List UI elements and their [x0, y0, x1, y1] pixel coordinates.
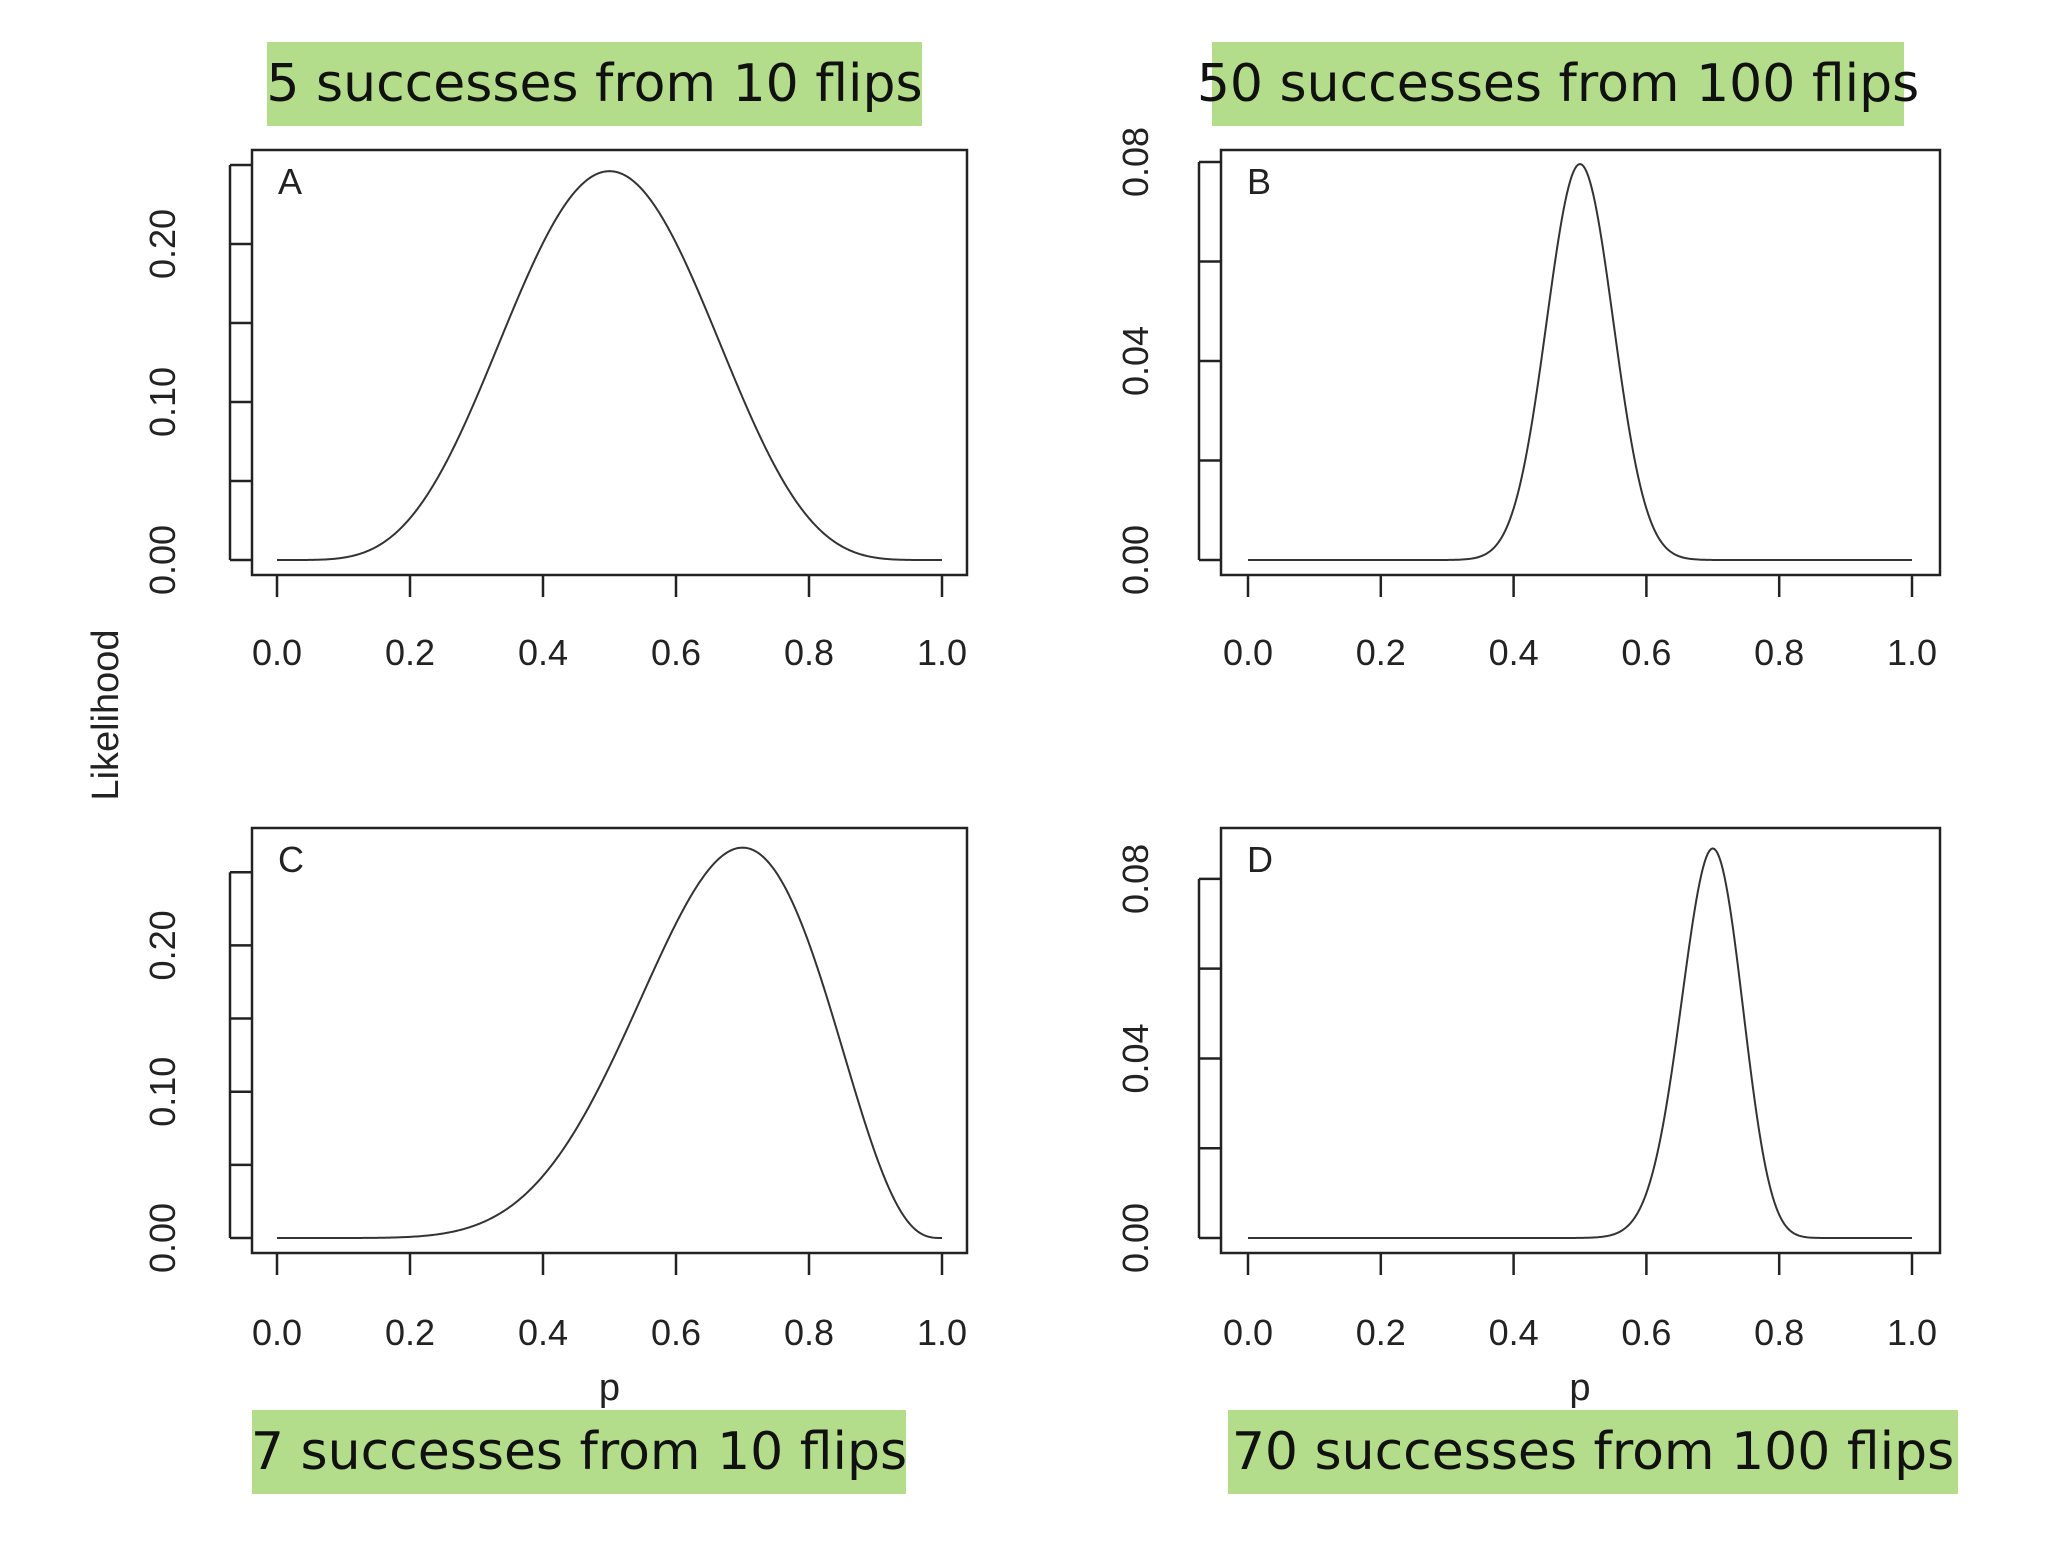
x-tick-label: 0.2	[1356, 632, 1406, 673]
panel-d: D 0.0 0.2 0.4 0.6 0.8 1.0 0.00 0.04 0.08 p	[1115, 826, 1942, 1409]
panel-letter: B	[1247, 161, 1271, 202]
x-tick-label: 0.4	[1489, 1312, 1539, 1353]
panel-b: B 0.0 0.2 0.4 0.6 0.8 1.0 0.00 0.04 0.08	[1115, 127, 1942, 673]
y-tick-label: 0.00	[142, 525, 183, 595]
plot-frame	[1219, 148, 1942, 577]
panel-letter: D	[1247, 839, 1273, 880]
x-tick-label: 0.2	[385, 1312, 435, 1353]
x-tick-label: 1.0	[917, 1312, 967, 1353]
x-tick-label: 0.8	[1754, 632, 1804, 673]
x-tick-label: 0.8	[784, 1312, 834, 1353]
y-tick-label: 0.00	[1115, 1203, 1156, 1273]
likelihood-curve	[1248, 162, 1912, 561]
x-tick-label: 0.4	[1489, 632, 1539, 673]
x-tick-label: 0.6	[651, 1312, 701, 1353]
x-tick-label: 0.4	[518, 632, 568, 673]
x-axis-title: p	[599, 1367, 620, 1409]
x-tick-label: 1.0	[1887, 1312, 1937, 1353]
x-tick-label: 0.6	[651, 632, 701, 673]
x-tick-label: 1.0	[1887, 632, 1937, 673]
likelihood-curve	[1248, 847, 1912, 1239]
caption-panel-c: 7 successes from 10 flips	[251, 1410, 907, 1494]
x-tick-label: 0.0	[1223, 632, 1273, 673]
x-tick-label: 0.2	[385, 632, 435, 673]
x-tick-label: 0.8	[1754, 1312, 1804, 1353]
x-tick-label: 0.0	[1223, 1312, 1273, 1353]
y-tick-label: 0.20	[142, 209, 183, 279]
plot-frame	[1219, 826, 1942, 1255]
x-tick-label: 0.6	[1621, 1312, 1671, 1353]
y-tick-label: 0.00	[142, 1203, 183, 1273]
y-tick-label: 0.10	[142, 367, 183, 437]
x-tick-label: 0.0	[252, 632, 302, 673]
x-tick-label: 0.0	[252, 1312, 302, 1353]
likelihood-curve	[277, 846, 942, 1239]
y-tick-label: 0.08	[1115, 844, 1156, 914]
x-tick-label: 0.2	[1356, 1312, 1406, 1353]
panel-c: C 0.0 0.2 0.4 0.6 0.8 1.0 0.00 0.10 0.20 p	[142, 826, 969, 1409]
y-tick-label: 0.10	[142, 1057, 183, 1127]
panel-a: A 0.0 0.2 0.4 0.6 0.8 1.0 0.00 0.10 0.20	[142, 148, 969, 673]
y-tick-label: 0.20	[142, 910, 183, 980]
caption-panel-d: 70 successes from 100 flips	[1228, 1410, 1958, 1494]
caption-panel-a: 5 successes from 10 flips	[266, 42, 923, 126]
x-tick-label: 0.8	[784, 632, 834, 673]
panel-letter: A	[278, 161, 302, 202]
x-tick-label: 1.0	[917, 632, 967, 673]
y-tick-label: 0.00	[1115, 525, 1156, 595]
y-tick-label: 0.04	[1115, 326, 1156, 396]
likelihood-curve	[277, 170, 942, 561]
y-tick-label: 0.08	[1115, 127, 1156, 197]
caption-panel-b: 50 successes from 100 flips	[1197, 42, 1919, 126]
plot-frame	[250, 148, 969, 577]
x-tick-label: 0.6	[1621, 632, 1671, 673]
y-tick-label: 0.04	[1115, 1023, 1156, 1093]
y-axis-title: Likelihood	[85, 629, 127, 800]
plot-frame	[250, 826, 969, 1255]
panels: A 0.0 0.2 0.4 0.6 0.8 1.0 0.00 0.10 0.20 B 0.0 0.2 0.…	[142, 127, 1942, 1409]
x-axis-title: p	[1569, 1367, 1590, 1409]
panel-letter: C	[278, 839, 304, 880]
x-tick-label: 0.4	[518, 1312, 568, 1353]
